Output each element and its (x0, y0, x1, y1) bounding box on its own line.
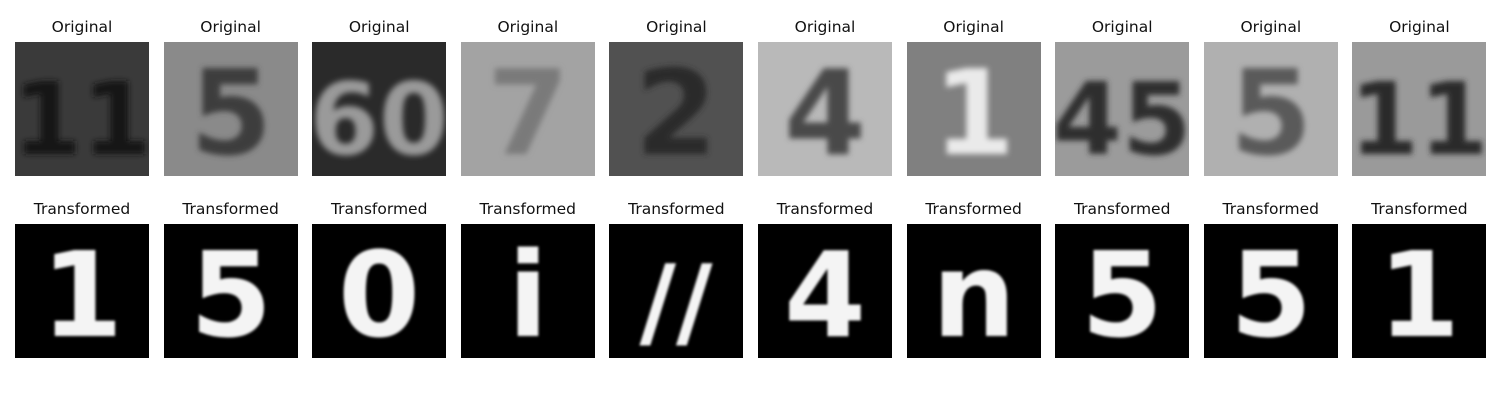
digit-glyph: 1 (933, 44, 1015, 176)
digit-glyph: i (508, 226, 548, 358)
transformed-digit-image: n (906, 224, 1041, 358)
transformed-digit-image: i (460, 224, 595, 358)
panel-title: Original (943, 18, 1004, 36)
digit-image-graphic: 5 (1203, 42, 1338, 176)
original-digit-image: 11 (15, 42, 149, 176)
original-digit-image: 4 (758, 42, 892, 176)
panel-title: Original (497, 18, 559, 36)
digit-glyph: 2 (635, 44, 717, 176)
transformed-digit-image: 4 (758, 224, 892, 358)
digit-image-graphic: 2 (609, 42, 744, 176)
digit-glyph: 4 (784, 226, 866, 358)
digit-glyph: 5 (190, 44, 272, 176)
digit-image-graphic: 1 (1352, 224, 1487, 358)
panel-title: Transformed (182, 200, 279, 218)
digit-glyph: 5 (1230, 44, 1312, 176)
original-digit-image: 5 (1203, 42, 1338, 176)
digit-image-graphic: 60 (312, 42, 447, 176)
digit-glyph: n (932, 226, 1016, 358)
original-digit-image: 7 (460, 42, 595, 176)
panel-title: Transformed (1073, 200, 1171, 218)
panel-title: Transformed (330, 200, 428, 218)
digit-image-graphic: // (609, 224, 744, 358)
transformed-digit-image: 1 (1352, 224, 1487, 358)
panel-title: Original (51, 18, 113, 36)
panel-title: Original (1240, 18, 1302, 36)
original-digit-image: 1 (906, 42, 1041, 176)
digit-image-graphic: n (906, 224, 1041, 358)
digit-glyph: 5 (190, 226, 272, 358)
digit-glyph: 11 (1352, 61, 1486, 176)
digit-glyph: 60 (312, 61, 446, 176)
panel-title: Original (794, 18, 856, 36)
panel-title: Transformed (1371, 200, 1468, 218)
digit-image-graphic: 11 (1352, 42, 1487, 176)
digit-image-graphic: 1 (906, 42, 1041, 176)
panel-title: Transformed (628, 200, 725, 218)
original-digit-image: 45 (1055, 42, 1190, 176)
original-digit-image: 11 (1352, 42, 1487, 176)
digit-glyph: 11 (15, 61, 149, 176)
digit-image-graphic: 5 (1203, 224, 1338, 358)
digit-image-graphic: 5 (163, 224, 298, 358)
transformed-digit-image: 5 (1203, 224, 1338, 358)
digit-glyph: 7 (487, 44, 569, 176)
digit-glyph: 5 (1230, 226, 1312, 358)
digit-image-graphic: 4 (758, 224, 892, 358)
digit-image-graphic: 5 (1055, 224, 1190, 358)
digit-image-graphic: 45 (1055, 42, 1190, 176)
original-digit-image: 60 (312, 42, 447, 176)
original-digit-image: 2 (609, 42, 744, 176)
panel-title: Original (200, 18, 261, 36)
digit-image-graphic: 4 (758, 42, 892, 176)
digit-glyph: // (640, 243, 714, 358)
digit-image-graphic: 5 (163, 42, 298, 176)
digit-glyph: 1 (1378, 226, 1460, 358)
transformed-digit-image: 0 (312, 224, 447, 358)
digit-glyph: 5 (1081, 226, 1163, 358)
digit-image-graphic: 7 (460, 42, 595, 176)
transformed-digit-image: 5 (163, 224, 298, 358)
digit-image-graphic: 11 (15, 42, 149, 176)
original-digit-image: 5 (163, 42, 298, 176)
panel-title: Original (646, 18, 707, 36)
image-grid: Original 11 Original 5 Original 60 Original 7 Or… (15, 0, 1487, 360)
digit-image-graphic: 1 (15, 224, 149, 358)
panel-title: Transformed (925, 200, 1022, 218)
digit-glyph: 4 (784, 44, 866, 176)
panel-title: Transformed (776, 200, 874, 218)
transformed-digit-image: 1 (15, 224, 149, 358)
panel-title: Transformed (479, 200, 577, 218)
digit-image-graphic: 0 (312, 224, 447, 358)
digit-glyph: 1 (41, 226, 123, 358)
panel-title: Transformed (33, 200, 131, 218)
panel-title: Transformed (1222, 200, 1320, 218)
panel-title: Original (348, 18, 410, 36)
panel-title: Original (1091, 18, 1153, 36)
digit-glyph: 45 (1055, 61, 1189, 176)
transformed-digit-image: 5 (1055, 224, 1190, 358)
panel-title: Original (1389, 18, 1450, 36)
digit-image-graphic: i (460, 224, 595, 358)
digit-glyph: 0 (338, 226, 420, 358)
transformed-digit-image: // (609, 224, 744, 358)
